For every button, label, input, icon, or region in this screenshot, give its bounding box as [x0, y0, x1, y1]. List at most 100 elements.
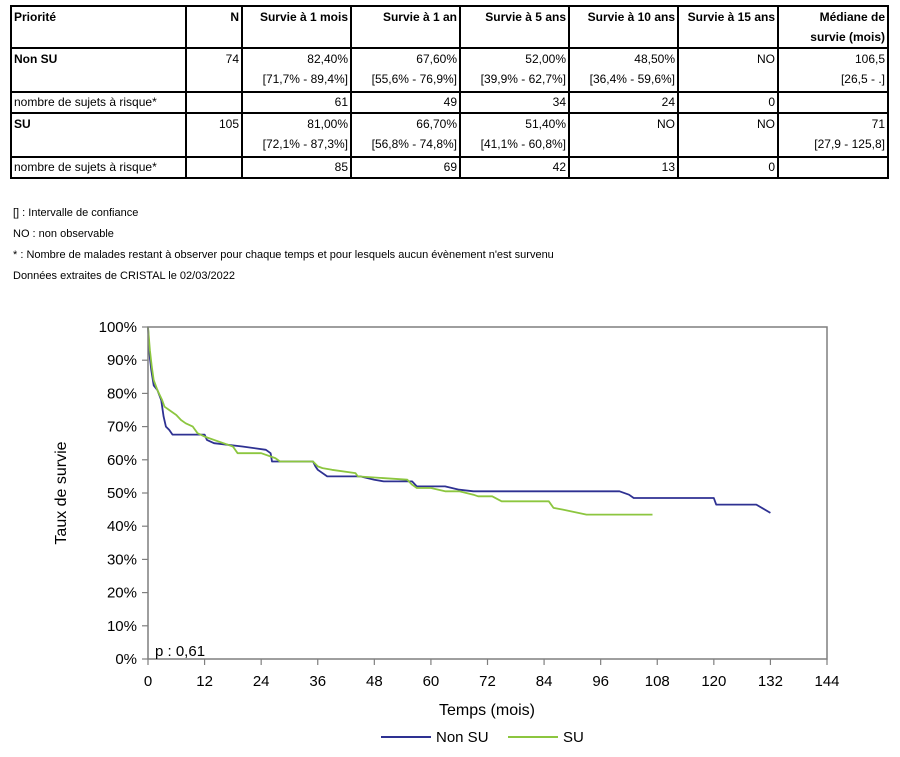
survival-value: NO: [657, 117, 675, 131]
note-no: NO : non observable: [13, 228, 114, 240]
note-ci: [] : Intervalle de confiance: [13, 207, 139, 219]
group-label: Non SU: [14, 52, 58, 66]
at-risk-value: 24: [661, 95, 675, 109]
table-header-cell: Survie à 10 ans: [568, 5, 679, 49]
note-at-risk: * : Nombre de malades restant à observer…: [13, 249, 554, 261]
at-risk-value: 49: [443, 95, 457, 109]
header-label: Survie à 5 ans: [485, 10, 566, 24]
table-header-cell: Survie à 1 an: [350, 5, 461, 49]
table-header-cell: Survie à 5 ans: [459, 5, 570, 49]
survival-cell: 67,60% [55,6% - 76,9%]: [350, 47, 461, 93]
empty-cell: [777, 156, 889, 179]
table-header-cell: Médiane de survie (mois): [777, 5, 889, 49]
group-label-cell: SU: [10, 112, 187, 158]
table-header-cell: N: [185, 5, 243, 49]
x-tick-label: 84: [536, 673, 553, 690]
at-risk-cell: 61: [241, 91, 352, 114]
survival-cell: 52,00% [39,9% - 62,7%]: [459, 47, 570, 93]
survival-ci: [56,8% - 74,8%]: [371, 137, 457, 151]
x-tick-label: 120: [701, 673, 726, 690]
y-tick-label: 100%: [99, 319, 137, 336]
survival-ci: [71,7% - 89,4%]: [262, 72, 348, 86]
survival-ci: [41,1% - 60,8%]: [480, 137, 566, 151]
header-label: Survie à 15 ans: [687, 10, 775, 24]
n-value: 74: [225, 52, 239, 66]
survival-value: 66,70%: [416, 117, 457, 131]
y-tick-label: 30%: [107, 551, 137, 568]
median-ci: [27,9 - 125,8]: [814, 137, 885, 151]
survival-cell: NO: [677, 112, 779, 158]
legend-label: Non SU: [436, 729, 489, 746]
x-axis-label: Temps (mois): [439, 702, 535, 719]
header-label: Survie à 10 ans: [587, 10, 675, 24]
x-tick-label: 0: [144, 673, 152, 690]
note-source: Données extraites de CRISTAL le 02/03/20…: [13, 270, 235, 282]
x-tick-label: 96: [592, 673, 609, 690]
y-tick-label: 90%: [107, 352, 137, 369]
survival-value: 82,40%: [307, 52, 348, 66]
p-value-annotation: p : 0,61: [155, 643, 205, 660]
at-risk-label: nombre de sujets à risque*: [14, 95, 157, 109]
table-row-group: SU 105 81,00% [72,1% - 87,3%] 66,70% [56,8% -…: [10, 112, 889, 158]
survival-value: 67,60%: [416, 52, 457, 66]
empty-cell: [777, 91, 889, 114]
table-row-group: Non SU 74 82,40% [71,7% - 89,4%] 67,60% [55,6…: [10, 47, 889, 93]
table-header-cell: Survie à 1 mois: [241, 5, 352, 49]
median-value: 106,5: [854, 52, 885, 66]
x-tick-label: 48: [366, 673, 383, 690]
y-axis-label: Taux de survie: [53, 441, 70, 544]
x-tick-label: 24: [253, 673, 270, 690]
at-risk-cell: 24: [568, 91, 679, 114]
survival-cell: 51,40% [41,1% - 60,8%]: [459, 112, 570, 158]
at-risk-cell: 0: [677, 91, 779, 114]
header-label: Priorité: [14, 10, 57, 24]
y-tick-label: 10%: [107, 618, 137, 635]
x-tick-label: 132: [758, 673, 783, 690]
survival-value: 52,00%: [525, 52, 566, 66]
x-tick-label: 36: [309, 673, 326, 690]
survival-ci: [55,6% - 76,9%]: [371, 72, 457, 86]
at-risk-value: 42: [552, 160, 566, 174]
at-risk-cell: 49: [350, 91, 461, 114]
median-header-line: Médiane de: [819, 10, 885, 24]
y-tick-label: 60%: [107, 452, 137, 469]
survival-value: 48,50%: [634, 52, 675, 66]
plot-frame: [147, 326, 828, 660]
at-risk-cell: 85: [241, 156, 352, 179]
survival-cell: 81,00% [72,1% - 87,3%]: [241, 112, 352, 158]
x-tick-label: 108: [645, 673, 670, 690]
survival-ci: [39,9% - 62,7%]: [480, 72, 566, 86]
x-tick-label: 12: [196, 673, 213, 690]
at-risk-value: 85: [334, 160, 348, 174]
survival-chart: 0% 10% 20% 30% 40% 50% 60% 70% 80% 90% 100% 0 12 24 3…: [53, 319, 840, 746]
legend-label: SU: [563, 729, 584, 746]
at-risk-cell: 13: [568, 156, 679, 179]
x-tick-label: 144: [814, 673, 839, 690]
survival-value: NO: [757, 117, 775, 131]
median-cell: 71 [27,9 - 125,8]: [777, 112, 889, 158]
at-risk-value: 61: [334, 95, 348, 109]
survival-cell: 66,70% [56,8% - 74,8%]: [350, 112, 461, 158]
at-risk-cell: 69: [350, 156, 461, 179]
x-tick-label: 72: [479, 673, 496, 690]
n-cell: 74: [185, 47, 243, 93]
header-label: N: [230, 10, 239, 24]
legend: Non SU SU: [381, 729, 584, 746]
survival-cell: NO: [568, 112, 679, 158]
median-cell: 106,5 [26,5 - .]: [777, 47, 889, 93]
table-row-at-risk: nombre de sujets à risque* 85 69 42 13 0: [10, 156, 889, 179]
group-label: SU: [14, 117, 31, 131]
footnotes: [] : Intervalle de confiance NO : non ob…: [13, 203, 554, 287]
empty-cell: [185, 91, 243, 114]
at-risk-value: 34: [552, 95, 566, 109]
y-tick-label: 80%: [107, 385, 137, 402]
at-risk-value: 0: [768, 95, 775, 109]
at-risk-cell: 42: [459, 156, 570, 179]
at-risk-label-cell: nombre de sujets à risque*: [10, 91, 187, 114]
table-row-at-risk: nombre de sujets à risque* 61 49 34 24 0: [10, 91, 889, 114]
header-label: Survie à 1 an: [382, 10, 457, 24]
group-label-cell: Non SU: [10, 47, 187, 93]
n-cell: 105: [185, 112, 243, 158]
y-tick-label: 50%: [107, 485, 137, 502]
at-risk-cell: 0: [677, 156, 779, 179]
